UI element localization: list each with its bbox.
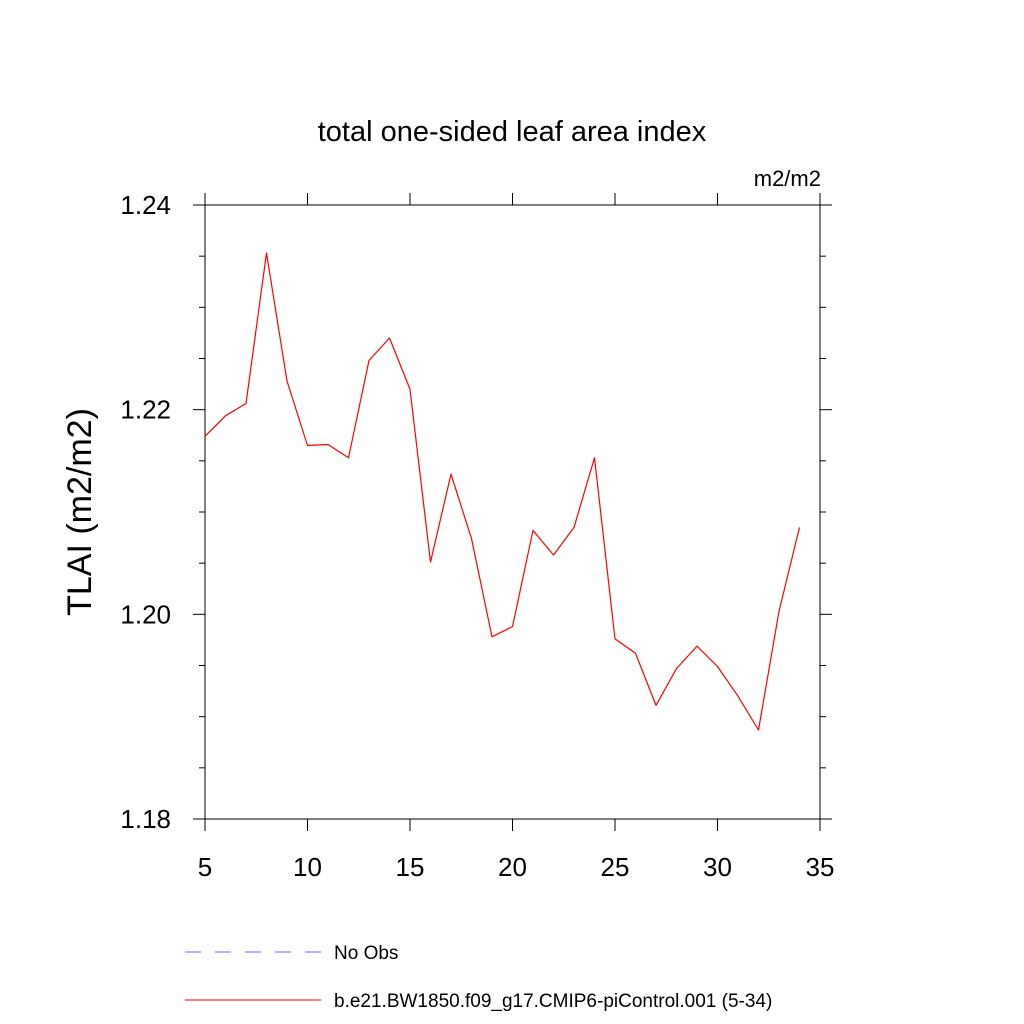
x-tick-label: 20 <box>498 852 527 882</box>
series-line <box>204 252 801 731</box>
legend-label: b.e21.BW1850.f09_g17.CMIP6-piControl.001… <box>334 991 772 1012</box>
legend-label: No Obs <box>334 943 398 964</box>
axes: 5 10 15 20 25 30 35 1.18 1.20 1.22 1.24 <box>120 190 834 882</box>
chart-title: total one-sided leaf area index <box>318 116 707 148</box>
plot-area <box>204 252 801 731</box>
units-label: m2/m2 <box>754 166 821 191</box>
y-axis-label: TLAI (m2/m2) <box>61 408 99 616</box>
x-tick-label: 15 <box>396 852 425 882</box>
legend: No Obs b.e21.BW1850.f09_g17.CMIP6-piContr… <box>185 943 772 1012</box>
y-tick-label: 1.22 <box>120 395 171 425</box>
x-tick-label: 5 <box>198 852 212 882</box>
y-tick-label: 1.20 <box>120 599 171 629</box>
x-tick-label: 30 <box>703 852 732 882</box>
y-tick-label: 1.18 <box>120 804 171 834</box>
y-tick-label: 1.24 <box>120 190 171 220</box>
x-tick-label: 35 <box>806 852 835 882</box>
x-tick-label: 10 <box>293 852 322 882</box>
x-tick-label: 25 <box>601 852 630 882</box>
plot-frame <box>204 204 821 820</box>
